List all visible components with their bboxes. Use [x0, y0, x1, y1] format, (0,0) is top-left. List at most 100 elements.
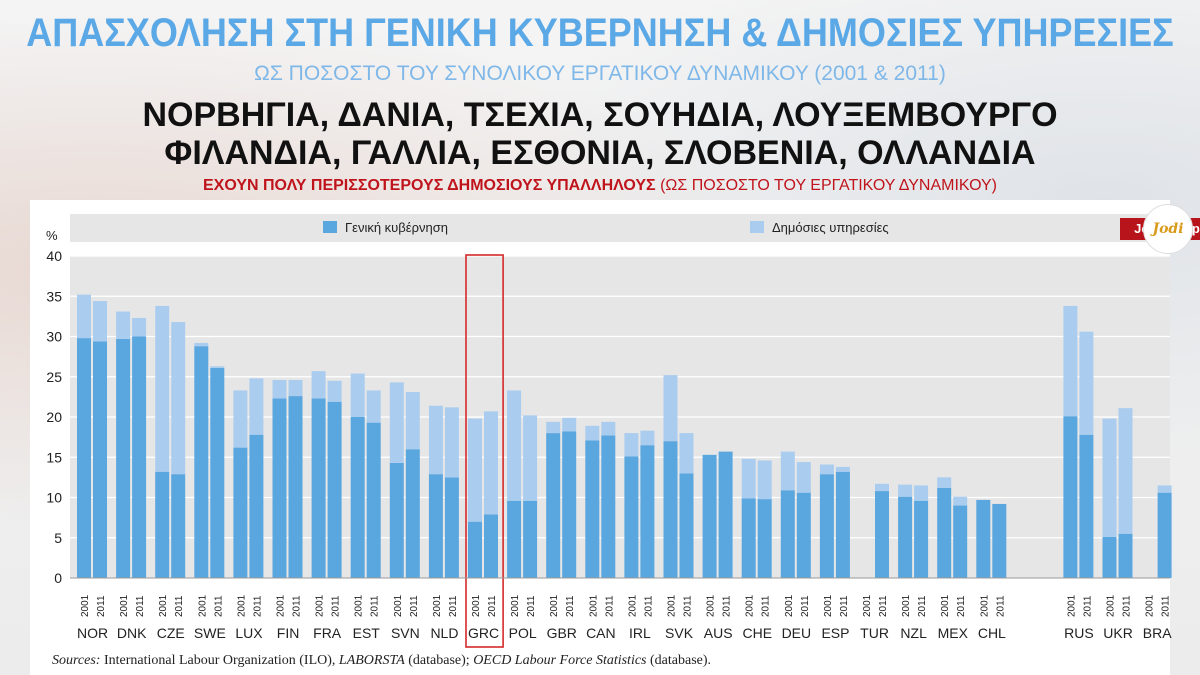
- x-year-label: 2001: [315, 594, 326, 617]
- x-year-label: 2001: [432, 594, 443, 617]
- x-tick-label: EST: [353, 625, 381, 641]
- bar-public-POL-2001: [507, 390, 522, 501]
- bar-general-CHE-2001: [741, 498, 756, 578]
- x-year-label: 2001: [862, 594, 873, 617]
- bar-public-EST-2001: [350, 373, 365, 417]
- x-tick-label: BRA: [1143, 625, 1172, 641]
- bar-public-ESP-2001: [819, 464, 834, 475]
- bar-general-SVN-2001: [389, 462, 404, 578]
- x-year-label: 2011: [722, 595, 733, 617]
- x-tick-label: FRA: [313, 625, 342, 641]
- x-year-label: 2001: [667, 594, 678, 617]
- x-tick-label: CHL: [978, 625, 1006, 641]
- bar-public-IRL-2011: [640, 430, 655, 446]
- x-tick-label: DNK: [117, 625, 147, 641]
- bar-public-NOR-2011: [93, 301, 107, 342]
- x-year-label: 2011: [174, 595, 185, 617]
- bar-public-FIN-2011: [288, 379, 303, 397]
- x-tick-label: UKR: [1103, 625, 1133, 641]
- x-year-label: 2011: [839, 595, 850, 617]
- bar-general-CZE-2001: [155, 471, 170, 578]
- y-tick-label: 10: [46, 490, 62, 506]
- red-caption-bold: ΕΧΟΥΝ ΠΟΛΥ ΠΕΡΙΣΣΟΤΕΡΟΥΣ ΔΗΜΟΣΙΟΥΣ ΥΠΑΛΛ…: [202, 177, 656, 194]
- bar-general-EST-2011: [366, 422, 381, 578]
- bar-public-UKR-2001: [1102, 418, 1117, 537]
- bar-general-SVK-2001: [663, 441, 678, 578]
- bar-public-LUX-2001: [233, 390, 248, 448]
- bar-general-UKR-2001: [1102, 536, 1117, 578]
- x-tick-label: GRC: [468, 625, 499, 641]
- bar-general-BRA-2011: [1157, 492, 1172, 578]
- x-year-label: 2001: [549, 594, 560, 617]
- x-tick-label: SVK: [665, 625, 694, 641]
- bar-general-CHL-2011: [992, 503, 1007, 578]
- bar-general-NZL-2011: [914, 500, 929, 578]
- x-year-label: 2011: [1161, 595, 1172, 617]
- bar-public-GRC-2011: [484, 411, 498, 515]
- x-year-label: 2011: [487, 595, 498, 617]
- bar-public-SVN-2001: [389, 382, 404, 463]
- bar-public-CHE-2001: [741, 458, 756, 499]
- x-tick-label: CHE: [742, 625, 772, 641]
- x-year-label: 2001: [393, 594, 404, 617]
- page-subtitle: ΩΣ ΠΟΣΟΣΤΟ ΤΟΥ ΣΥΝΟΛΙΚΟΥ ΕΡΓΑΤΙΚΟΥ ΔΥΝΑΜ…: [254, 62, 946, 85]
- bar-general-GBR-2001: [546, 433, 561, 578]
- x-year-label: 2001: [627, 594, 638, 617]
- bar-public-SVK-2011: [679, 433, 694, 474]
- page-title: ΑΠΑΣΧΟΛΗΣΗ ΣΤΗ ΓΕΝΙΚΗ ΚΥΒΕΡΝΗΣΗ & ΔΗΜΟΣΙ…: [26, 9, 1174, 55]
- bar-public-IRL-2001: [624, 433, 639, 457]
- bar-public-CAN-2001: [585, 425, 600, 441]
- bar-public-SWE-2001: [194, 342, 209, 347]
- x-tick-label: GBR: [547, 625, 577, 641]
- y-axis-label: %: [46, 228, 58, 243]
- bar-general-FIN-2001: [272, 398, 287, 578]
- sources-part5: (database).: [650, 653, 712, 668]
- x-tick-label: DEU: [782, 625, 812, 641]
- bar-public-BRA-2011: [1157, 485, 1172, 493]
- bar-public-CZE-2011: [171, 322, 186, 475]
- x-year-label: 2011: [331, 595, 342, 617]
- x-year-label: 2001: [119, 594, 130, 617]
- x-tick-label: AUS: [704, 625, 733, 641]
- x-year-label: 2011: [213, 595, 224, 617]
- x-year-label: 2001: [510, 594, 521, 617]
- bar-public-NLD-2011: [444, 407, 459, 478]
- bar-public-UKR-2011: [1118, 408, 1133, 534]
- bar-general-CHL-2001: [976, 499, 991, 578]
- x-year-label: 2001: [745, 594, 756, 617]
- bar-general-EST-2001: [350, 417, 365, 578]
- y-tick-label: 20: [46, 409, 62, 425]
- bar-public-SVK-2001: [663, 375, 678, 442]
- bar-public-SWE-2011: [210, 366, 225, 368]
- x-year-label: 2011: [956, 595, 967, 617]
- bar-general-RUS-2001: [1063, 416, 1078, 578]
- bar-general-MEX-2001: [937, 487, 952, 578]
- bar-general-NLD-2011: [444, 477, 459, 578]
- x-tick-label: CAN: [586, 625, 616, 641]
- legend-label-general: Γενική κυβέρνηση: [345, 220, 448, 235]
- x-year-label: 2001: [80, 594, 91, 617]
- x-tick-label: IRL: [629, 625, 651, 641]
- bar-public-NOR-2001: [77, 294, 91, 339]
- bar-general-GRC-2001: [468, 521, 482, 578]
- bar-general-AUS-2001: [702, 454, 717, 578]
- x-year-label: 2001: [823, 594, 834, 617]
- x-tick-label: NOR: [77, 625, 108, 641]
- x-tick-label: RUS: [1064, 625, 1094, 641]
- bar-general-IRL-2011: [640, 445, 655, 578]
- x-year-label: 2001: [158, 594, 169, 617]
- bar-general-POL-2001: [507, 500, 522, 578]
- x-year-label: 2001: [1145, 594, 1156, 617]
- x-year-label: 2011: [995, 595, 1006, 617]
- x-year-label: 2001: [588, 594, 599, 617]
- x-year-label: 2011: [526, 595, 537, 617]
- bar-public-CAN-2011: [601, 421, 616, 436]
- x-year-label: 2001: [236, 594, 247, 617]
- bar-general-FRA-2001: [311, 398, 326, 578]
- bar-general-CZE-2011: [171, 474, 186, 578]
- bar-general-TUR-2011: [875, 491, 889, 578]
- bar-general-FIN-2011: [288, 396, 303, 578]
- y-tick-label: 30: [46, 329, 62, 345]
- y-tick-label: 0: [54, 570, 62, 586]
